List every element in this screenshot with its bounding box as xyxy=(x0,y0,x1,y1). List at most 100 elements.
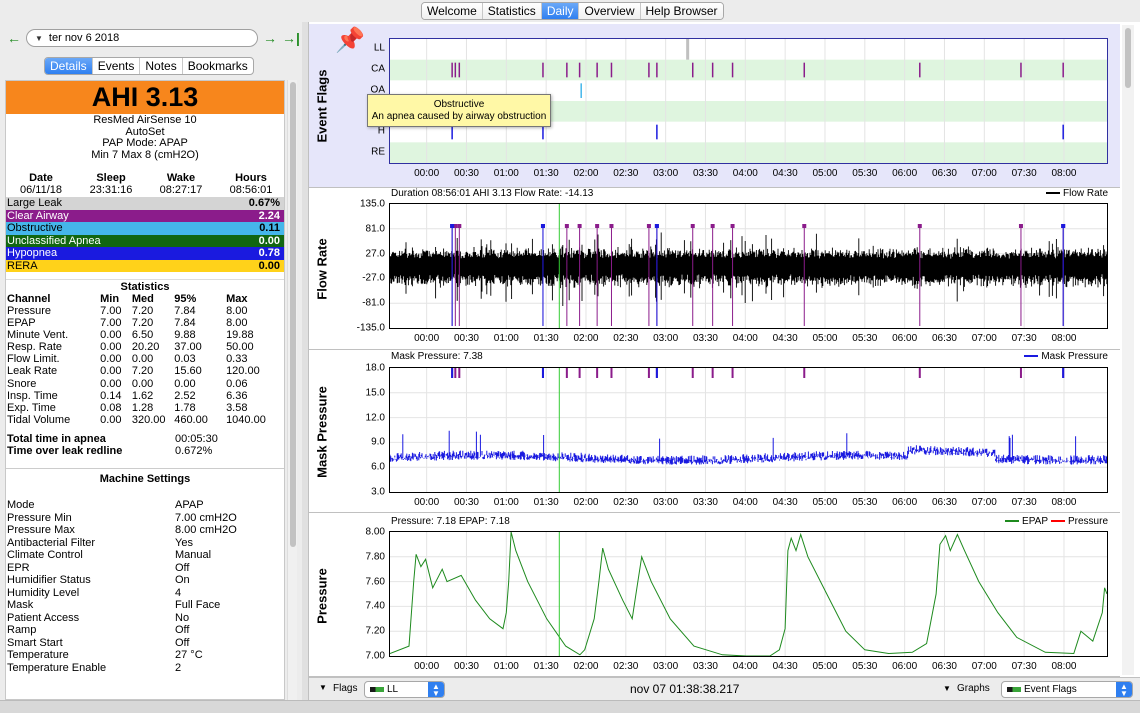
x-tick-label: 00:00 xyxy=(414,661,440,672)
mask-event-marker xyxy=(1019,368,1022,378)
setting-row: Pressure Min 7.00 cmH2O xyxy=(6,512,278,525)
flag-swatch xyxy=(370,687,384,692)
graph-swatch xyxy=(1007,687,1021,692)
pressure-plot[interactable] xyxy=(389,531,1108,657)
setting-value: On xyxy=(175,574,190,587)
tab-events[interactable]: Events xyxy=(93,58,141,74)
event-flags-panel: Event Flags 📌 LLCAOAUAHRE 00:0000:3001:0… xyxy=(309,24,1120,188)
date-value: ter nov 6 2018 xyxy=(48,32,120,44)
date-selector[interactable]: ▼ ter nov 6 2018 xyxy=(26,29,258,47)
event-flags-plot[interactable] xyxy=(389,38,1108,164)
flags-label: Flags xyxy=(333,683,358,694)
tab-daily[interactable]: Daily xyxy=(541,3,580,19)
device-name: ResMed AirSense 10 xyxy=(93,114,197,126)
forward-arrow-icon[interactable]: → xyxy=(263,30,277,46)
event-row: RERA 0.00 xyxy=(6,259,284,272)
value-sleep: 23:31:16 xyxy=(89,183,133,196)
x-tick-label: 03:00 xyxy=(653,497,679,508)
y-tick-label: 12.0 xyxy=(365,412,385,424)
graphs-stepper-icon: ▲ ▼ xyxy=(1116,682,1132,698)
x-tick-label: 00:00 xyxy=(414,333,440,344)
x-tick-label: 03:30 xyxy=(692,168,718,179)
pressure-range: Min 7 Max 8 (cmH2O) xyxy=(91,148,199,161)
table-cell: 0.00 xyxy=(100,353,122,366)
table-row: Exp. Time 0.08 1.28 1.78 3.58 xyxy=(6,402,278,414)
x-tick-label: 00:30 xyxy=(453,333,479,344)
event-row: Large Leak 0.67% xyxy=(6,197,284,210)
setting-row: Patient Access No xyxy=(6,612,278,625)
flow-rate-plot[interactable] xyxy=(389,203,1108,329)
back-arrow-icon[interactable]: ← xyxy=(7,30,21,46)
flag-row-label: H xyxy=(377,125,385,137)
tab-details[interactable]: Details xyxy=(45,58,93,74)
mask-hypopnea-marker xyxy=(655,368,658,378)
left-scrollbar[interactable] xyxy=(287,80,297,700)
table-cell: Tidal Volume xyxy=(7,413,71,426)
x-tick-label: 05:00 xyxy=(812,168,838,179)
flow-rate-series xyxy=(390,232,1107,306)
mask-pressure-legend: Mask Pressure xyxy=(1021,351,1108,362)
flags-select[interactable]: LL ▲ ▼ xyxy=(364,681,445,698)
event-value: 0.00 xyxy=(258,234,280,247)
x-tick-label: 02:30 xyxy=(613,661,639,672)
flow-hypopnea-marker xyxy=(540,224,545,228)
table-cell: 7.84 xyxy=(174,305,196,317)
setting-name: Humidifier Status xyxy=(7,574,91,587)
table-cell: 0.06 xyxy=(226,377,248,390)
tab-notes[interactable]: Notes xyxy=(140,58,183,74)
table-cell: 0.03 xyxy=(174,353,196,366)
mask-event-marker xyxy=(711,368,714,378)
select-stepper-icon: ▲ ▼ xyxy=(428,682,444,698)
table-cell: 1.78 xyxy=(174,401,196,414)
pressure-ylabel: Pressure xyxy=(314,567,330,624)
statistics-title: Statistics xyxy=(6,279,284,293)
graphs-select[interactable]: Event Flags ▲ ▼ xyxy=(1001,681,1133,698)
x-tick-label: 04:30 xyxy=(772,497,798,508)
x-tick-label: 02:00 xyxy=(573,661,599,672)
flags-triangle-icon[interactable]: ▼ xyxy=(319,683,327,692)
ahi-banner: AHI 3.13 xyxy=(6,81,284,114)
setting-name: Temperature Enable xyxy=(7,661,107,674)
graphs-scroll-thumb[interactable] xyxy=(1125,28,1131,88)
setting-name: Climate Control xyxy=(7,549,83,562)
x-tick-label: 06:30 xyxy=(931,661,957,672)
table-cell: Insp. Time xyxy=(7,389,58,402)
graphs-scrollbar[interactable] xyxy=(1122,25,1134,675)
tab-welcome[interactable]: Welcome xyxy=(422,3,483,19)
flow-hypopnea-marker xyxy=(1061,224,1066,228)
left-scroll-thumb[interactable] xyxy=(290,82,296,547)
setting-value: Off xyxy=(175,561,190,574)
x-tick-label: 06:00 xyxy=(892,661,918,672)
tab-overview[interactable]: Overview xyxy=(579,3,641,19)
setting-row: Smart Start Off xyxy=(6,637,278,650)
setting-value: 7.00 cmH2O xyxy=(175,511,237,524)
graphs-triangle-icon[interactable]: ▼ xyxy=(943,684,951,693)
x-tick-label: 07:00 xyxy=(971,333,997,344)
x-tick-label: 05:00 xyxy=(812,661,838,672)
x-tick-label: 01:30 xyxy=(533,497,559,508)
flow-rate-legend: Flow Rate xyxy=(1043,188,1108,199)
x-tick-label: 04:30 xyxy=(772,333,798,344)
mask-pressure-plot[interactable] xyxy=(389,367,1108,493)
pushpin-icon[interactable]: 📌 xyxy=(335,27,365,54)
flow-rate-yaxis: 135.0 81.0 27.0 -27.0 -81.0 -135.0 xyxy=(335,199,387,334)
stat-header-cell: 95% xyxy=(174,293,197,305)
x-tick-label: 00:30 xyxy=(453,661,479,672)
y-tick-label: -27.0 xyxy=(362,272,385,284)
pressure-panel: Pressure Pressure: 7.18 EPAP: 7.18 EPAP P… xyxy=(309,514,1120,677)
mask-pressure-title: Mask Pressure: 7.38 xyxy=(391,351,483,362)
tab-statistics[interactable]: Statistics xyxy=(482,3,542,19)
table-cell: 0.00 xyxy=(100,341,122,354)
table-cell: 1.62 xyxy=(131,389,154,402)
event-value: 0.67% xyxy=(248,197,280,209)
splitter[interactable] xyxy=(302,22,308,700)
cursor-timestamp: nov 07 01:38:38.217 xyxy=(630,682,740,696)
last-day-icon[interactable]: →| xyxy=(282,30,300,46)
tab-help-browser[interactable]: Help Browser xyxy=(640,3,723,19)
table-cell: 7.20 xyxy=(131,317,154,330)
flag-row-band xyxy=(390,59,1107,81)
setting-value: APAP xyxy=(175,499,204,512)
x-tick-label: 07:00 xyxy=(971,168,997,179)
table-row: Tidal Volume 0.00 320.00 460.00 1040.00 xyxy=(6,414,278,426)
tab-bookmarks[interactable]: Bookmarks xyxy=(187,59,248,73)
